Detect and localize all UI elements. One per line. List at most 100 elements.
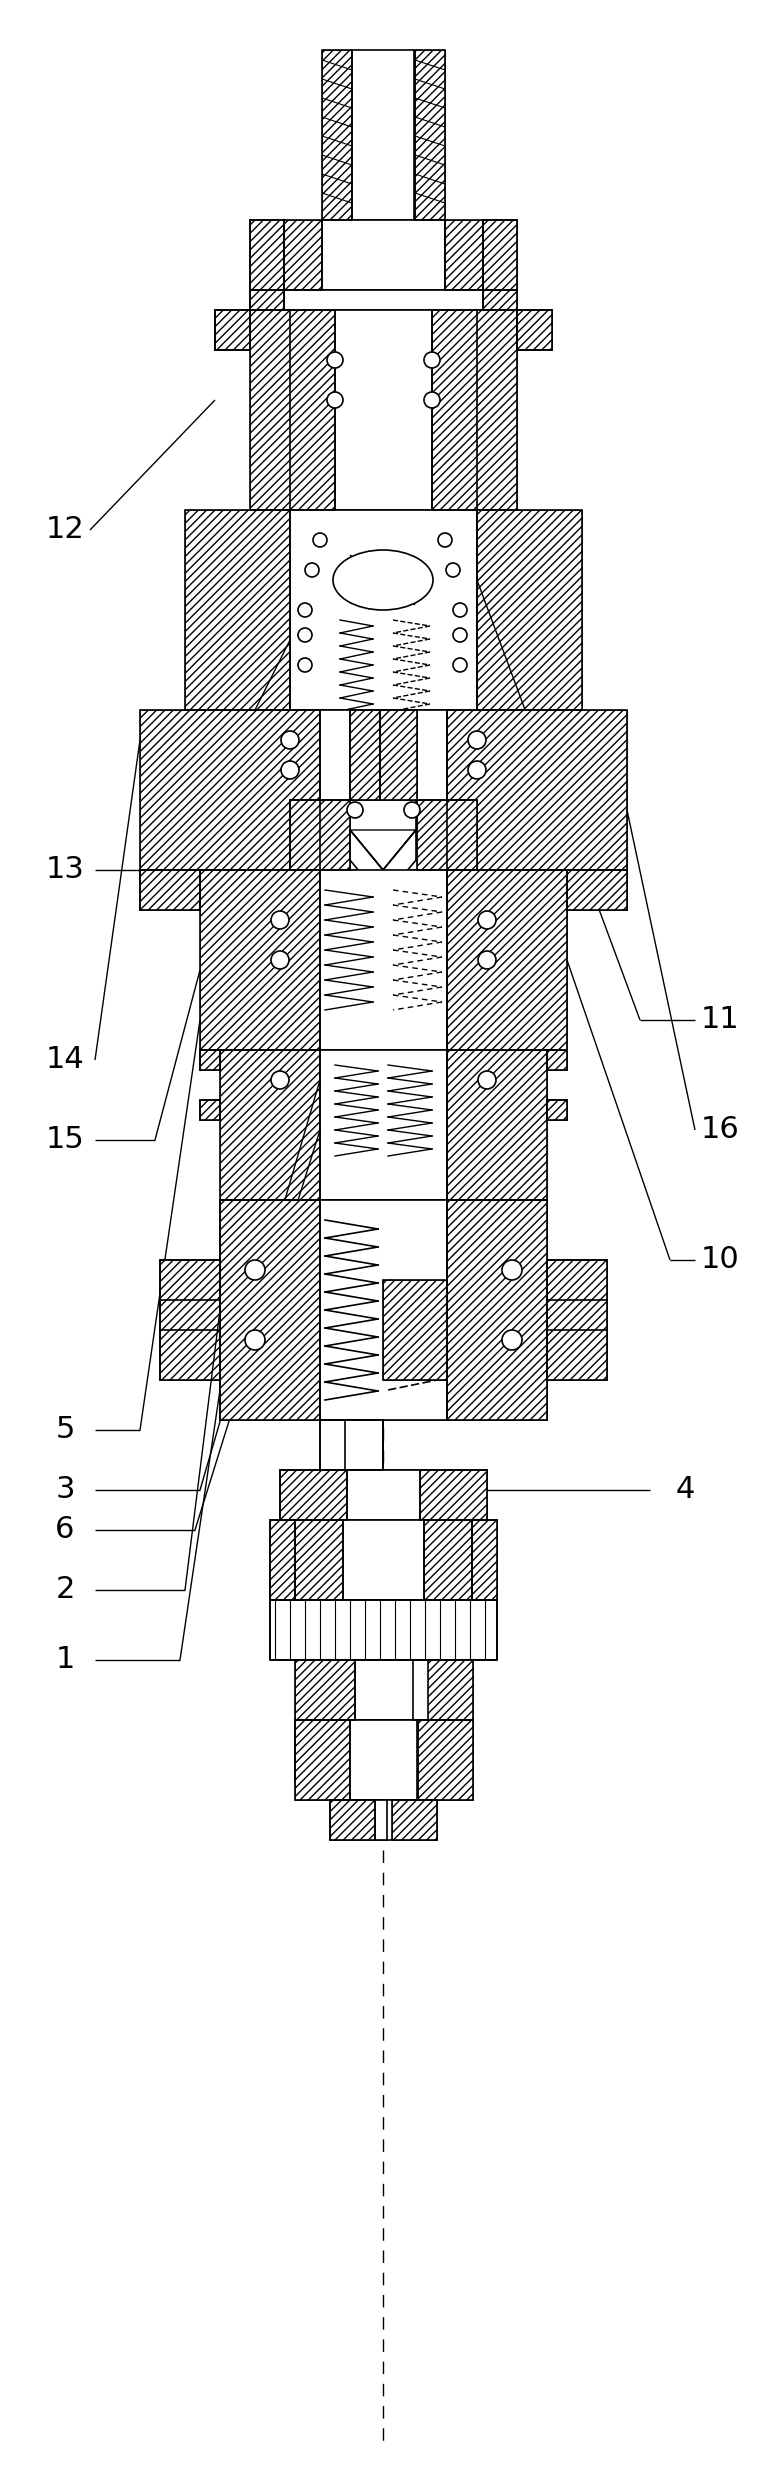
Bar	[447, 709, 627, 870]
Bar	[140, 709, 320, 870]
Polygon shape	[140, 870, 200, 909]
Bar	[200, 1100, 220, 1119]
Circle shape	[446, 563, 460, 578]
Bar	[477, 509, 582, 709]
Bar	[250, 309, 335, 509]
Bar	[322, 49, 352, 220]
Bar	[290, 801, 350, 870]
Bar	[420, 1470, 487, 1520]
Bar	[320, 709, 447, 870]
Bar	[547, 1100, 567, 1119]
Bar	[200, 870, 320, 1050]
Circle shape	[245, 1260, 265, 1280]
Bar	[220, 1050, 320, 1201]
Bar	[140, 870, 200, 909]
Bar	[418, 1720, 473, 1799]
Polygon shape	[270, 1520, 295, 1601]
Bar	[483, 220, 517, 289]
Bar	[483, 289, 517, 309]
Bar	[185, 509, 290, 709]
Bar	[447, 1050, 547, 1201]
Bar	[322, 49, 352, 220]
Bar	[547, 1260, 607, 1379]
Bar	[200, 1100, 220, 1119]
Bar	[547, 1050, 567, 1070]
Text: 10: 10	[700, 1245, 739, 1275]
Bar	[220, 1050, 320, 1201]
Bar	[418, 1720, 473, 1799]
Circle shape	[404, 803, 420, 818]
Circle shape	[424, 393, 440, 408]
Polygon shape	[215, 309, 250, 351]
Bar	[345, 1421, 383, 1470]
Circle shape	[453, 628, 467, 642]
Circle shape	[502, 1260, 522, 1280]
Bar	[352, 49, 414, 220]
Text: 13: 13	[45, 855, 84, 885]
Bar	[567, 870, 627, 909]
Text: 2: 2	[55, 1576, 74, 1604]
Bar	[185, 509, 290, 709]
Bar	[447, 870, 567, 1050]
Bar	[417, 801, 477, 870]
Bar	[380, 709, 417, 801]
Circle shape	[327, 351, 343, 368]
Circle shape	[468, 761, 486, 778]
Polygon shape	[517, 309, 552, 351]
Bar	[375, 1799, 387, 1841]
Bar	[140, 870, 200, 909]
Bar	[284, 289, 483, 309]
Text: 12: 12	[45, 516, 84, 544]
Bar	[392, 1799, 437, 1841]
Circle shape	[478, 912, 496, 929]
Text: 16: 16	[700, 1114, 739, 1144]
Bar	[355, 1661, 428, 1720]
Bar	[547, 1100, 567, 1119]
Polygon shape	[567, 870, 627, 909]
Bar	[350, 709, 380, 801]
Bar	[447, 1201, 547, 1421]
Circle shape	[424, 351, 440, 368]
Circle shape	[298, 628, 312, 642]
Text: 3: 3	[55, 1475, 74, 1505]
Bar	[250, 220, 284, 289]
Circle shape	[327, 393, 343, 408]
Polygon shape	[270, 1601, 497, 1661]
Bar	[295, 1720, 350, 1799]
Bar	[330, 1799, 375, 1841]
Bar	[200, 870, 320, 1050]
Bar	[517, 309, 552, 351]
Bar	[350, 709, 417, 801]
Bar	[350, 709, 380, 801]
Bar	[250, 289, 284, 309]
Bar	[330, 1799, 375, 1841]
Polygon shape	[350, 830, 416, 899]
Polygon shape	[330, 1799, 437, 1841]
Bar	[322, 220, 445, 289]
Circle shape	[347, 803, 363, 818]
Bar	[547, 1050, 567, 1070]
Bar	[547, 1260, 607, 1379]
Bar	[413, 1661, 473, 1720]
Circle shape	[478, 1070, 496, 1090]
Bar	[250, 220, 284, 289]
Bar	[447, 1050, 547, 1201]
Circle shape	[502, 1329, 522, 1349]
Circle shape	[313, 534, 327, 546]
Bar	[200, 1050, 220, 1070]
Bar	[445, 220, 483, 289]
Bar	[270, 1520, 295, 1601]
Bar	[415, 49, 445, 220]
Bar	[383, 1280, 447, 1379]
Circle shape	[305, 563, 319, 578]
Bar	[320, 1421, 383, 1470]
Bar	[320, 1421, 383, 1470]
Bar	[424, 1520, 472, 1601]
Bar	[424, 1520, 472, 1601]
Bar	[415, 49, 445, 220]
Polygon shape	[160, 1201, 607, 1421]
Circle shape	[245, 1329, 265, 1349]
Circle shape	[453, 603, 467, 618]
Bar	[343, 1520, 424, 1601]
Bar	[413, 1661, 473, 1720]
